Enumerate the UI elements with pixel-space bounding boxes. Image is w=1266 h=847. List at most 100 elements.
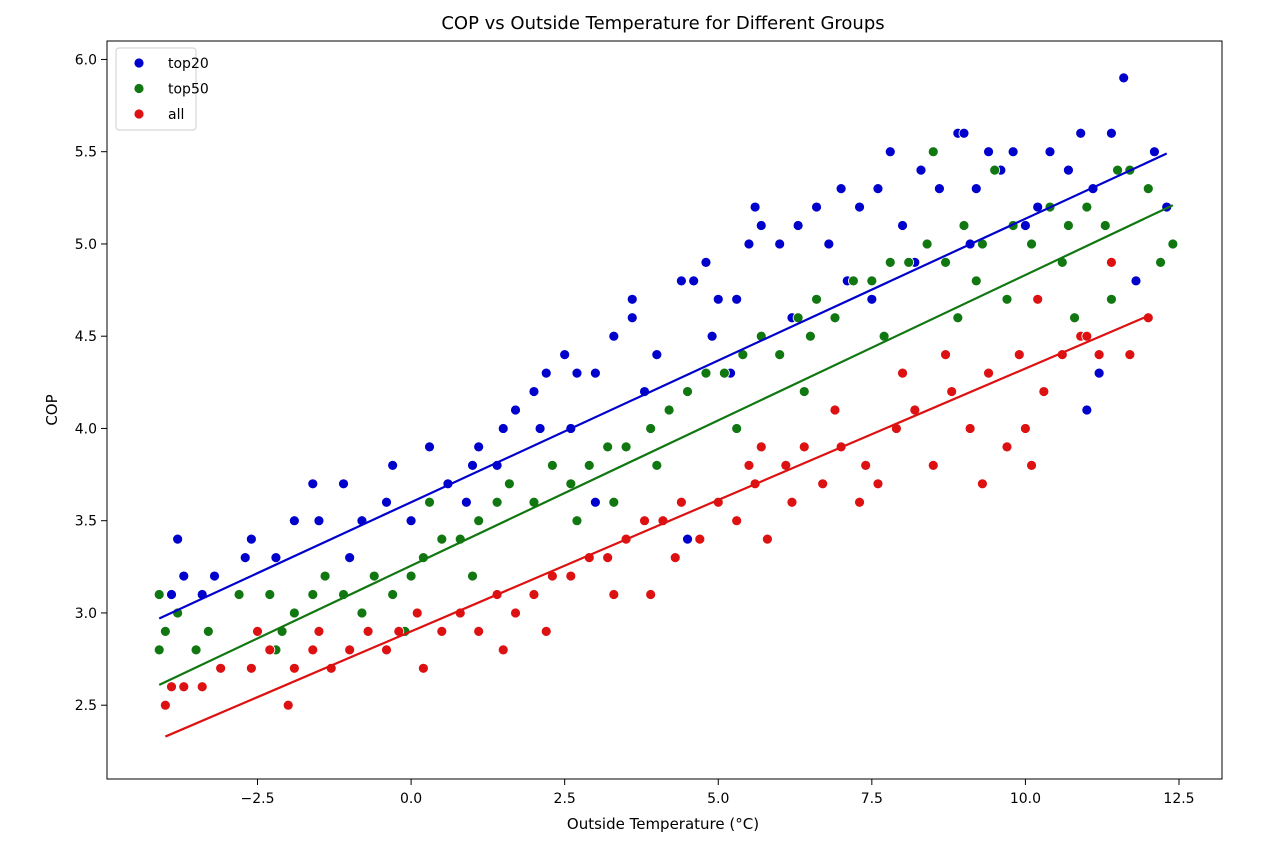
data-point-all <box>694 533 706 545</box>
data-point-top50 <box>546 459 558 471</box>
data-point-top20 <box>528 386 540 397</box>
data-point-all <box>977 478 988 490</box>
data-point-top20 <box>1130 275 1142 287</box>
data-point-top50 <box>989 164 1001 176</box>
data-point-top20 <box>1075 127 1087 139</box>
data-point-top20 <box>559 349 571 361</box>
data-point-top50 <box>1099 220 1111 231</box>
data-point-top50 <box>1081 201 1093 213</box>
y-axis-label: COP <box>43 394 61 425</box>
data-point-top20 <box>460 496 472 508</box>
data-point-top20 <box>313 515 325 527</box>
data-point-top20 <box>854 201 865 213</box>
data-point-all <box>1001 441 1013 453</box>
data-point-all <box>417 662 429 674</box>
data-point-top50 <box>651 459 663 471</box>
data-point-top20 <box>872 183 884 195</box>
x-tick-label: 7.5 <box>861 791 883 807</box>
data-point-all <box>166 681 177 693</box>
data-point-top20 <box>534 423 546 434</box>
x-tick-label: 2.5 <box>554 791 576 807</box>
data-point-top50 <box>467 570 478 582</box>
data-point-all <box>854 496 865 508</box>
data-point-all <box>786 496 798 508</box>
data-point-top50 <box>1106 293 1117 305</box>
data-point-top20 <box>651 349 663 361</box>
data-point-top20 <box>239 552 251 563</box>
data-point-all <box>755 441 767 453</box>
y-tick-label: 4.5 <box>75 329 97 345</box>
data-point-top20 <box>497 423 509 434</box>
data-point-top50 <box>811 293 822 305</box>
data-point-top50 <box>731 423 743 434</box>
data-point-top50 <box>264 589 276 600</box>
legend-box <box>115 47 197 131</box>
data-point-top20 <box>706 330 718 342</box>
data-point-top20 <box>1007 146 1019 158</box>
data-point-top20 <box>1081 404 1093 416</box>
data-point-all <box>264 644 276 656</box>
data-point-top20 <box>811 201 822 213</box>
data-point-top50 <box>829 312 841 324</box>
y-tick-label: 3.0 <box>75 606 97 622</box>
data-point-all <box>940 349 951 361</box>
series-all-points <box>159 256 1154 711</box>
data-point-top20 <box>467 459 478 471</box>
data-point-top50 <box>663 404 675 416</box>
data-point-top20 <box>245 533 257 545</box>
data-point-top50 <box>884 256 896 268</box>
data-point-top20 <box>166 589 177 600</box>
data-point-top50 <box>940 256 951 268</box>
data-point-all <box>196 681 208 693</box>
data-point-top50 <box>903 256 915 268</box>
x-axis-label: Outside Temperature (°C) <box>567 815 759 833</box>
data-point-all <box>288 662 300 674</box>
data-point-all <box>897 367 908 379</box>
x-tick-label: 5.0 <box>707 791 729 807</box>
data-point-all <box>510 607 521 619</box>
data-point-top50 <box>1063 220 1074 231</box>
data-point-all <box>497 644 509 656</box>
data-point-top20 <box>700 256 712 268</box>
data-point-top50 <box>1069 312 1080 324</box>
data-point-top50 <box>307 589 319 600</box>
legend-marker-top50 <box>133 83 145 94</box>
data-point-top50 <box>774 349 786 361</box>
data-point-all <box>743 459 755 471</box>
data-point-top20 <box>897 220 908 231</box>
data-point-top50 <box>159 626 171 637</box>
fit-line-top20 <box>158 152 1168 620</box>
data-point-all <box>282 699 294 711</box>
data-point-all <box>946 386 958 397</box>
data-point-top20 <box>270 552 282 563</box>
y-tick-label: 5.0 <box>75 237 97 253</box>
data-point-top20 <box>1118 72 1130 84</box>
data-point-all <box>313 626 325 637</box>
data-point-all <box>964 423 976 434</box>
data-point-top50 <box>1155 256 1166 268</box>
data-point-all <box>1032 293 1044 305</box>
data-point-top20 <box>682 533 693 545</box>
data-point-top50 <box>927 146 939 158</box>
data-point-all <box>927 459 939 471</box>
data-point-top20 <box>712 293 724 305</box>
data-point-top20 <box>934 183 945 195</box>
y-tick-label: 3.5 <box>75 514 97 530</box>
data-point-top20 <box>835 183 847 195</box>
data-point-all <box>1020 423 1031 434</box>
x-tick-label: −2.5 <box>241 791 275 807</box>
data-point-top50 <box>571 515 583 527</box>
data-point-top20 <box>823 238 835 250</box>
data-point-top20 <box>381 496 392 508</box>
data-point-all <box>872 478 884 490</box>
legend-label-top20: top20 <box>168 56 209 72</box>
data-point-all <box>608 589 620 600</box>
data-point-top20 <box>755 220 767 231</box>
data-point-all <box>1106 256 1117 268</box>
data-point-all <box>473 626 485 637</box>
x-tick-label: 0.0 <box>400 791 422 807</box>
legend-label-all: all <box>168 107 184 123</box>
data-point-top50 <box>288 607 300 619</box>
data-point-top50 <box>848 275 859 287</box>
